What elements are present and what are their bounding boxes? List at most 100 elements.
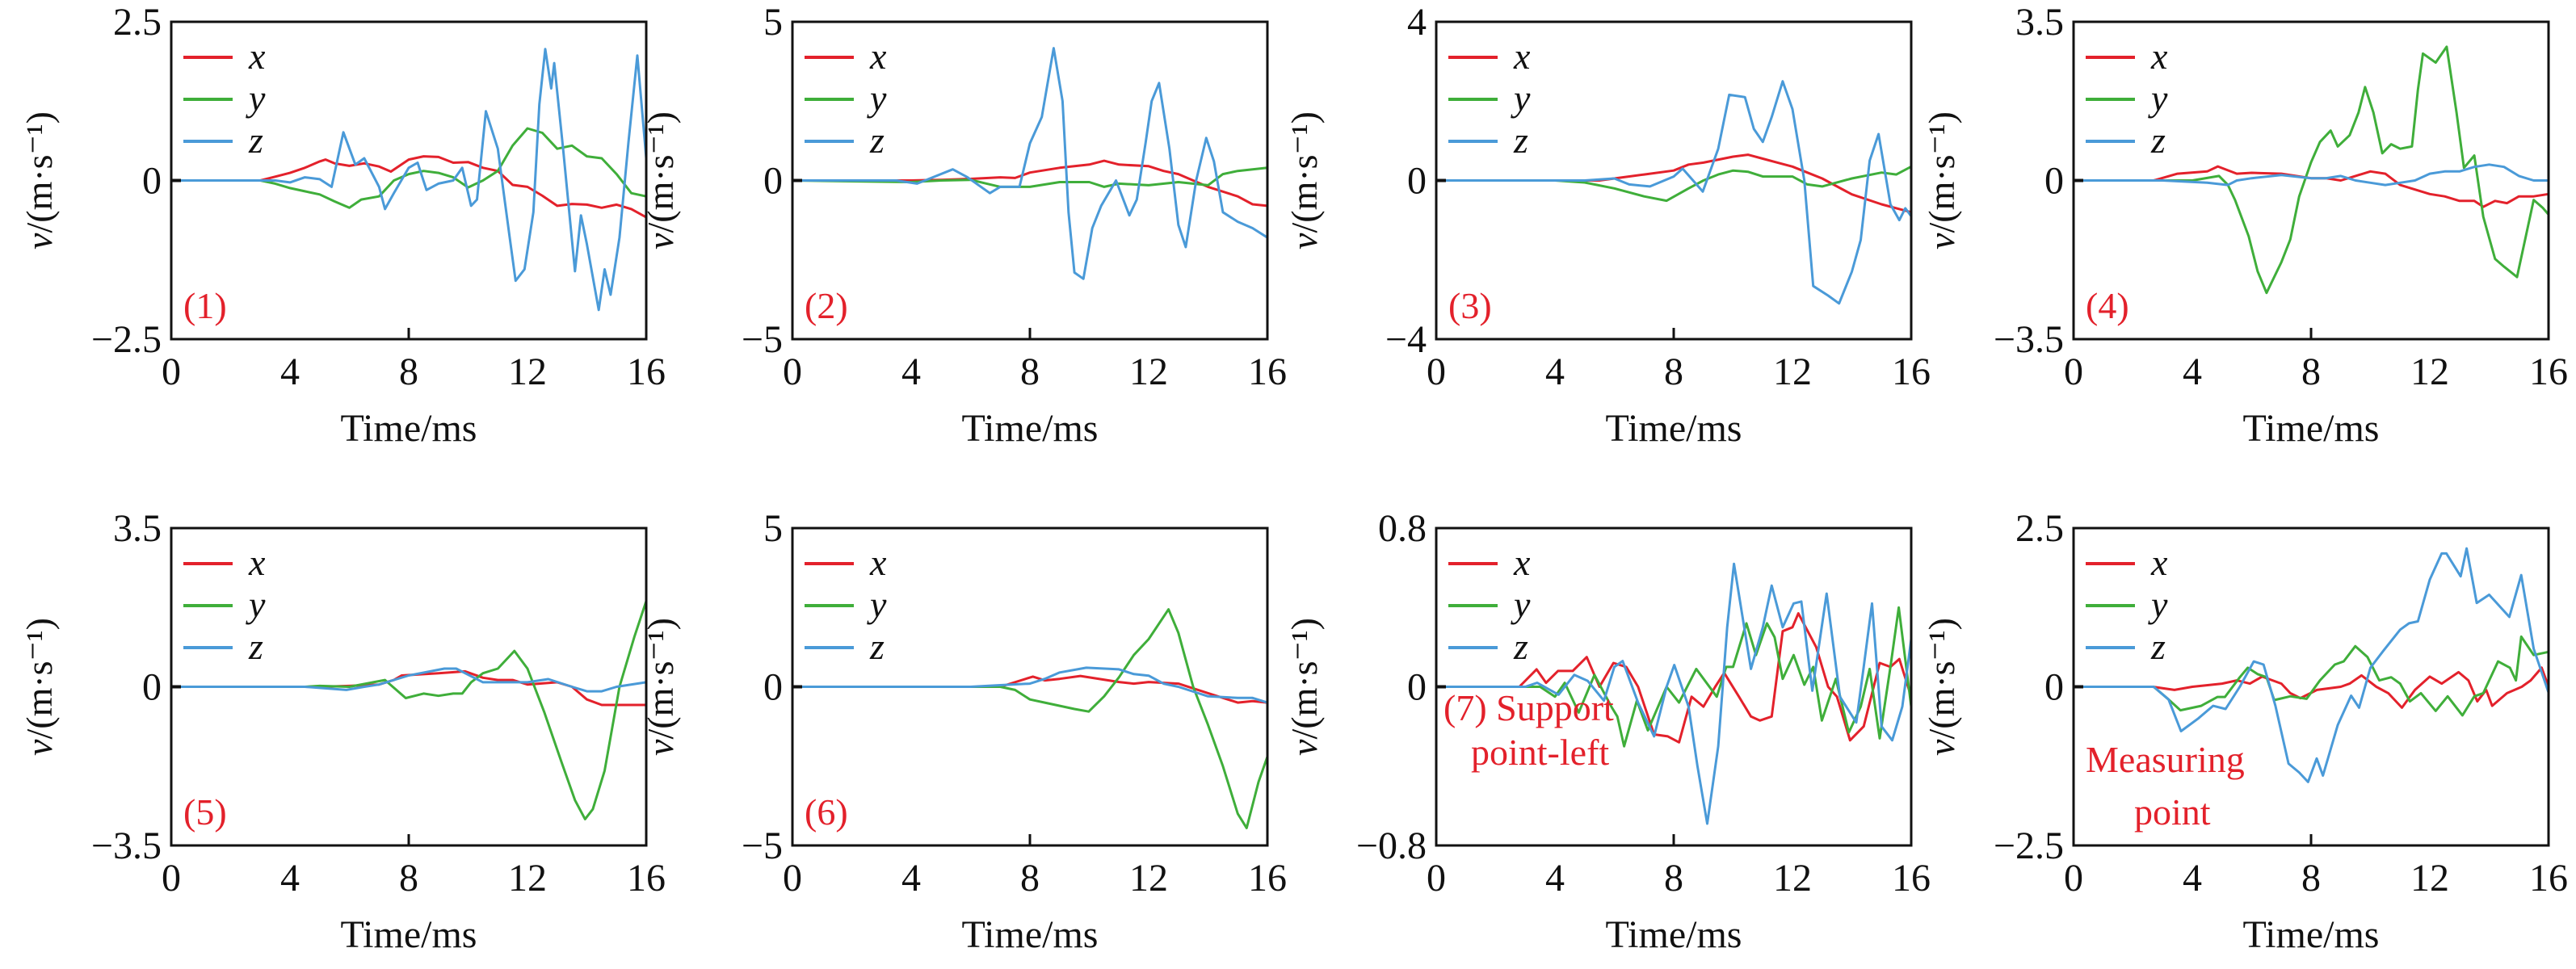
x-tick-label: 4	[901, 350, 921, 393]
x-tick-label: 8	[2301, 350, 2321, 393]
x-tick-label: 12	[2410, 857, 2449, 900]
y-tick-label: −5	[742, 318, 783, 361]
x-tick-label: 0	[1427, 350, 1446, 393]
series-line-z	[792, 666, 1268, 704]
x-axis-label: Time/ms	[1606, 913, 1742, 956]
legend-label-x: x	[869, 36, 887, 77]
y-axis-variable: v	[1284, 739, 1325, 756]
x-axis-label: Time/ms	[2243, 407, 2380, 450]
x-tick-label: 4	[2183, 350, 2202, 393]
x-tick-label: 12	[2410, 350, 2449, 393]
y-axis-variable: v	[640, 739, 681, 756]
x-tick-label: 4	[901, 857, 921, 900]
x-tick-label: 12	[1129, 350, 1168, 393]
y-tick-label: 0	[763, 160, 783, 203]
series-line-z	[171, 667, 647, 693]
legend-label-y: y	[867, 584, 887, 625]
y-axis-label: v/(m·s⁻¹)	[19, 111, 60, 250]
y-tick-label: −2.5	[91, 318, 162, 361]
subplot-8: 2.50−2.50 4 8 12 16Time/msv/(m·s⁻¹)xyzMeasur…	[1921, 507, 2568, 956]
panel-label: (7) Support	[1443, 687, 1614, 728]
series-line-y	[1436, 606, 1913, 748]
legend-label-x: x	[1513, 542, 1531, 583]
legend-label-z: z	[869, 120, 885, 161]
y-axis-unit: /(m·s⁻¹)	[19, 111, 60, 233]
y-tick-label: 3.5	[113, 507, 162, 550]
legend-label-y: y	[2148, 584, 2168, 625]
y-axis-unit: /(m·s⁻¹)	[1921, 111, 1962, 233]
series-line-x	[1436, 153, 1912, 214]
y-axis-variable: v	[640, 233, 681, 250]
y-tick-label: −2.5	[1994, 824, 2064, 867]
x-tick-label: 0	[783, 857, 802, 900]
y-axis-unit: /(m·s⁻¹)	[1284, 618, 1325, 740]
x-axis-label: Time/ms	[341, 913, 477, 956]
legend-label-y: y	[246, 584, 266, 625]
y-axis-label: v/(m·s⁻¹)	[1921, 618, 1962, 756]
legend-label-z: z	[248, 626, 263, 667]
panel-label: point	[2134, 791, 2211, 833]
x-tick-label: 8	[1020, 857, 1040, 900]
series-line-y	[792, 166, 1268, 188]
x-tick-label: 12	[508, 857, 547, 900]
legend-label-z: z	[869, 626, 885, 667]
x-tick-label: 4	[280, 350, 300, 393]
x-tick-label: 12	[1129, 857, 1168, 900]
x-tick-label: 0	[783, 350, 802, 393]
y-tick-label: 0	[1407, 666, 1427, 709]
y-axis-label: v/(m·s⁻¹)	[640, 618, 681, 756]
legend-label-x: x	[869, 542, 887, 583]
y-axis-unit: /(m·s⁻¹)	[640, 618, 681, 740]
x-tick-label: 12	[1773, 857, 1812, 900]
x-axis-label: Time/ms	[2243, 913, 2380, 956]
y-tick-label: 4	[1407, 1, 1427, 44]
y-axis-unit: /(m·s⁻¹)	[19, 618, 60, 740]
legend-label-y: y	[1511, 78, 1531, 119]
series-line-z	[1436, 562, 1913, 825]
legend-label-z: z	[2150, 626, 2166, 667]
panel-label: point-left	[1471, 732, 1609, 773]
x-tick-label: 0	[2064, 857, 2083, 900]
series-line-z	[171, 48, 648, 312]
x-tick-label: 8	[1664, 350, 1683, 393]
y-axis-unit: /(m·s⁻¹)	[1284, 111, 1325, 233]
x-tick-label: 0	[2064, 350, 2083, 393]
x-axis-label: Time/ms	[962, 407, 1099, 450]
y-tick-label: −3.5	[1994, 318, 2064, 361]
x-tick-label: 0	[162, 350, 181, 393]
x-tick-label: 8	[399, 350, 418, 393]
y-tick-label: 0	[1407, 160, 1427, 203]
x-tick-label: 16	[1248, 350, 1287, 393]
x-axis-label: Time/ms	[962, 913, 1099, 956]
panel-label: (5)	[183, 791, 227, 833]
y-axis-variable: v	[1921, 233, 1962, 250]
y-tick-label: −0.8	[1356, 824, 1427, 867]
y-axis-label: v/(m·s⁻¹)	[1284, 618, 1325, 756]
series-line-x	[2074, 165, 2549, 208]
y-tick-label: 0	[142, 160, 162, 203]
x-tick-label: 12	[1773, 350, 1812, 393]
panel-label: (3)	[1448, 285, 1492, 326]
series-line-y	[171, 127, 647, 209]
legend-label-y: y	[1511, 584, 1531, 625]
y-axis-variable: v	[19, 233, 60, 250]
series-line-y	[2074, 45, 2550, 295]
y-axis-label: v/(m·s⁻¹)	[1284, 111, 1325, 250]
x-tick-label: 0	[1427, 857, 1446, 900]
x-tick-label: 16	[627, 857, 666, 900]
y-tick-label: 0.8	[1378, 507, 1427, 550]
x-tick-label: 4	[1545, 350, 1565, 393]
series-line-y	[792, 608, 1269, 829]
y-tick-label: 0	[763, 666, 783, 709]
y-tick-label: 2.5	[113, 1, 162, 44]
y-axis-variable: v	[1921, 739, 1962, 756]
legend-label-z: z	[1513, 120, 1528, 161]
y-axis-unit: /(m·s⁻¹)	[1921, 618, 1962, 740]
y-axis-variable: v	[19, 739, 60, 756]
legend-label-y: y	[246, 78, 266, 119]
